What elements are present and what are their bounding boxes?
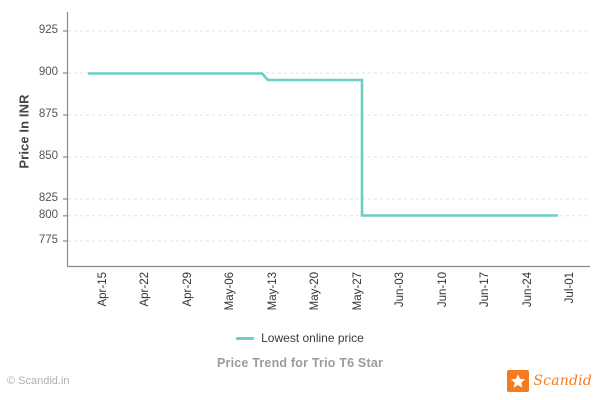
x-tick-label-apr-22: Apr-22: [139, 272, 151, 307]
x-tick-label-apr-29: Apr-29: [182, 272, 194, 307]
copyright-text: © Scandid.in: [7, 375, 70, 387]
x-tick-label-jul-01: Jul-01: [564, 272, 576, 304]
brand-logo[interactable]: Scandid: [507, 370, 592, 392]
y-tick-labels: 925 900 875 850 825 800 775: [0, 0, 58, 400]
x-tick-label-apr-15: Apr-15: [97, 272, 109, 307]
x-tick-label-may-27: May-27: [352, 272, 364, 311]
y-tick-marks: [63, 30, 68, 242]
brand-wordmark: Scandid: [533, 373, 592, 389]
y-tick-label-875: 875: [38, 108, 58, 120]
x-tick-label-jun-10: Jun-10: [437, 272, 449, 308]
x-tick-label-jun-24: Jun-24: [522, 272, 534, 308]
x-tick-label-jun-17: Jun-17: [479, 272, 491, 308]
y-tick-label-825: 825: [38, 192, 58, 204]
y-tick-label-850: 850: [38, 150, 58, 162]
legend-color-swatch-lowest-online-price: [236, 336, 255, 340]
chart-legend: Lowest online price: [0, 331, 600, 345]
star-icon: [507, 370, 530, 392]
gridlines: [68, 30, 590, 242]
x-tick-label-may-13: May-13: [267, 272, 279, 311]
y-tick-label-925: 925: [38, 24, 58, 36]
y-tick-label-900: 900: [38, 66, 58, 78]
x-tick-label-may-06: May-06: [224, 272, 236, 311]
series-line-lowest-online-price: [88, 72, 558, 217]
chart-title: Price Trend for Trio T6 Star: [216, 356, 384, 370]
legend-label-lowest-online-price: Lowest online price: [261, 331, 364, 345]
y-tick-label-800: 800: [38, 209, 58, 221]
x-tick-label-may-20: May-20: [309, 272, 321, 311]
y-tick-label-775: 775: [38, 234, 58, 246]
x-tick-label-jun-03: Jun-03: [394, 272, 406, 308]
